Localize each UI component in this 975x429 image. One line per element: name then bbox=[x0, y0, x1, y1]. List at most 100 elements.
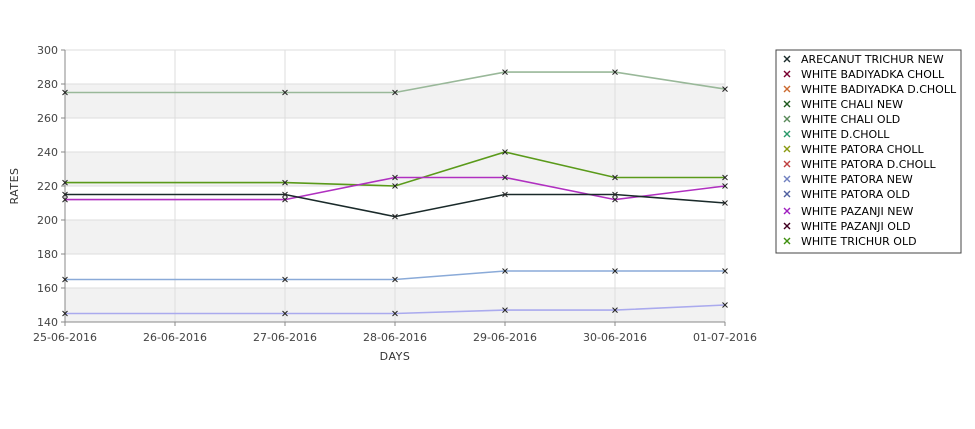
legend-marker bbox=[783, 130, 791, 138]
data-point-marker bbox=[392, 213, 398, 220]
y-tick-label: 200 bbox=[37, 214, 58, 227]
data-point-marker bbox=[722, 174, 728, 181]
legend-label: WHITE CHALI NEW bbox=[801, 98, 903, 111]
series-line bbox=[65, 270, 725, 281]
data-point-marker bbox=[392, 183, 398, 189]
legend-item: WHITE CHALI OLD bbox=[783, 113, 900, 126]
legend-marker bbox=[783, 207, 791, 215]
data-point-marker bbox=[62, 191, 68, 198]
legend-label: WHITE PAZANJI NEW bbox=[801, 205, 913, 218]
data-point-marker bbox=[62, 179, 68, 186]
data-point-marker bbox=[282, 179, 288, 186]
legend-label: WHITE CHALI OLD bbox=[801, 113, 900, 126]
data-point-marker bbox=[62, 196, 68, 203]
x-axis-title: DAYS bbox=[380, 350, 411, 363]
series-line bbox=[65, 176, 726, 201]
data-point-marker bbox=[612, 268, 618, 274]
legend-label: WHITE BADIYADKA CHOLL bbox=[801, 68, 945, 81]
y-tick-label: 140 bbox=[37, 316, 58, 329]
legend-label: WHITE D.CHOLL bbox=[801, 128, 890, 141]
data-point-marker bbox=[722, 268, 728, 274]
legend-label: WHITE PATORA NEW bbox=[801, 173, 913, 186]
legend-box bbox=[775, 49, 962, 254]
legend-label: WHITE BADIYADKA D.CHOLL bbox=[801, 83, 957, 96]
legend-item: WHITE PAZANJI NEW bbox=[783, 205, 913, 218]
y-tick-label: 280 bbox=[37, 78, 58, 91]
data-point-marker bbox=[62, 89, 68, 96]
data-point-marker bbox=[282, 310, 288, 317]
data-point-marker bbox=[392, 174, 398, 181]
data-point-marker bbox=[612, 307, 618, 313]
data-point-marker bbox=[722, 200, 728, 206]
legend-item: WHITE D.CHOLL bbox=[783, 128, 890, 141]
data-point-marker bbox=[502, 149, 508, 155]
legend-marker bbox=[783, 55, 791, 63]
x-tick-labels: 25-06-2016 26-06-2016 27-06-2016 28-06-2016… bbox=[33, 322, 757, 344]
legend-item: WHITE TRICHUR OLD bbox=[783, 235, 917, 248]
data-point-marker bbox=[612, 174, 618, 181]
legend-label: WHITE PATORA OLD bbox=[801, 188, 910, 201]
legend-item: WHITE BADIYADKA D.CHOLL bbox=[783, 83, 957, 96]
series-line bbox=[65, 71, 726, 94]
data-point-marker bbox=[502, 307, 508, 313]
legend-label: ARECANUT TRICHUR NEW bbox=[801, 53, 944, 66]
legend-label: WHITE PATORA CHOLL bbox=[801, 143, 924, 156]
legend-marker bbox=[783, 145, 791, 153]
series-lines bbox=[62, 69, 728, 317]
x-tick-label: 26-06-2016 bbox=[143, 331, 207, 344]
legend-marker bbox=[783, 85, 791, 93]
data-point-marker bbox=[502, 174, 508, 181]
series-line bbox=[65, 193, 726, 218]
x-tick-label: 27-06-2016 bbox=[253, 331, 317, 344]
data-point-marker bbox=[282, 196, 288, 203]
y-tick-label: 240 bbox=[37, 146, 58, 159]
legend-item: WHITE PATORA NEW bbox=[783, 173, 913, 186]
legend-item: WHITE BADIYADKA CHOLL bbox=[783, 68, 945, 81]
data-point-marker bbox=[62, 276, 68, 283]
legend-item: WHITE PATORA CHOLL bbox=[783, 143, 924, 156]
y-tick-label: 160 bbox=[37, 282, 58, 295]
data-point-marker bbox=[612, 69, 618, 75]
data-point-marker bbox=[722, 86, 728, 92]
legend-item: ARECANUT TRICHUR NEW bbox=[783, 53, 944, 66]
data-point-marker bbox=[722, 302, 728, 308]
legend: ARECANUT TRICHUR NEW WHITE BADIYADKA CHOL… bbox=[775, 49, 962, 254]
data-point-marker bbox=[612, 191, 618, 198]
legend-item: WHITE PATORA OLD bbox=[783, 188, 910, 201]
legend-marker bbox=[783, 237, 791, 245]
y-tick-labels: 140 160 180 200 220 240 260 280 300 bbox=[37, 44, 65, 329]
y-tick-label: 260 bbox=[37, 112, 58, 125]
data-point-marker bbox=[392, 89, 398, 96]
legend-marker bbox=[783, 160, 791, 168]
y-tick-label: 180 bbox=[37, 248, 58, 261]
y-tick-label: 300 bbox=[37, 44, 58, 57]
data-point-marker bbox=[502, 191, 508, 198]
legend-label: WHITE PAZANJI OLD bbox=[801, 220, 911, 233]
data-point-marker bbox=[612, 196, 618, 203]
y-axis-title: RATES bbox=[8, 167, 21, 204]
data-point-marker bbox=[502, 268, 508, 274]
x-tick-label: 29-06-2016 bbox=[473, 331, 537, 344]
legend-marker bbox=[783, 222, 791, 230]
legend-marker bbox=[783, 70, 791, 78]
data-point-marker bbox=[392, 310, 398, 317]
series-line bbox=[65, 151, 725, 187]
x-tick-label: 28-06-2016 bbox=[363, 331, 427, 344]
legend-label: WHITE TRICHUR OLD bbox=[801, 235, 917, 248]
data-point-marker bbox=[282, 191, 288, 198]
x-tick-label: 30-06-2016 bbox=[583, 331, 647, 344]
legend-label: WHITE PATORA D.CHOLL bbox=[801, 158, 936, 171]
legend-item: WHITE CHALI NEW bbox=[783, 98, 903, 111]
legend-marker bbox=[783, 100, 791, 108]
data-point-marker bbox=[392, 276, 398, 283]
legend-marker bbox=[783, 115, 791, 123]
legend-marker bbox=[783, 190, 791, 198]
legend-marker bbox=[783, 175, 791, 183]
data-point-marker bbox=[722, 183, 728, 189]
legend-item: WHITE PATORA D.CHOLL bbox=[783, 158, 936, 171]
x-tick-label: 01-07-2016 bbox=[693, 331, 757, 344]
y-tick-label: 220 bbox=[37, 180, 58, 193]
data-point-marker bbox=[282, 89, 288, 96]
series-line bbox=[65, 304, 726, 315]
